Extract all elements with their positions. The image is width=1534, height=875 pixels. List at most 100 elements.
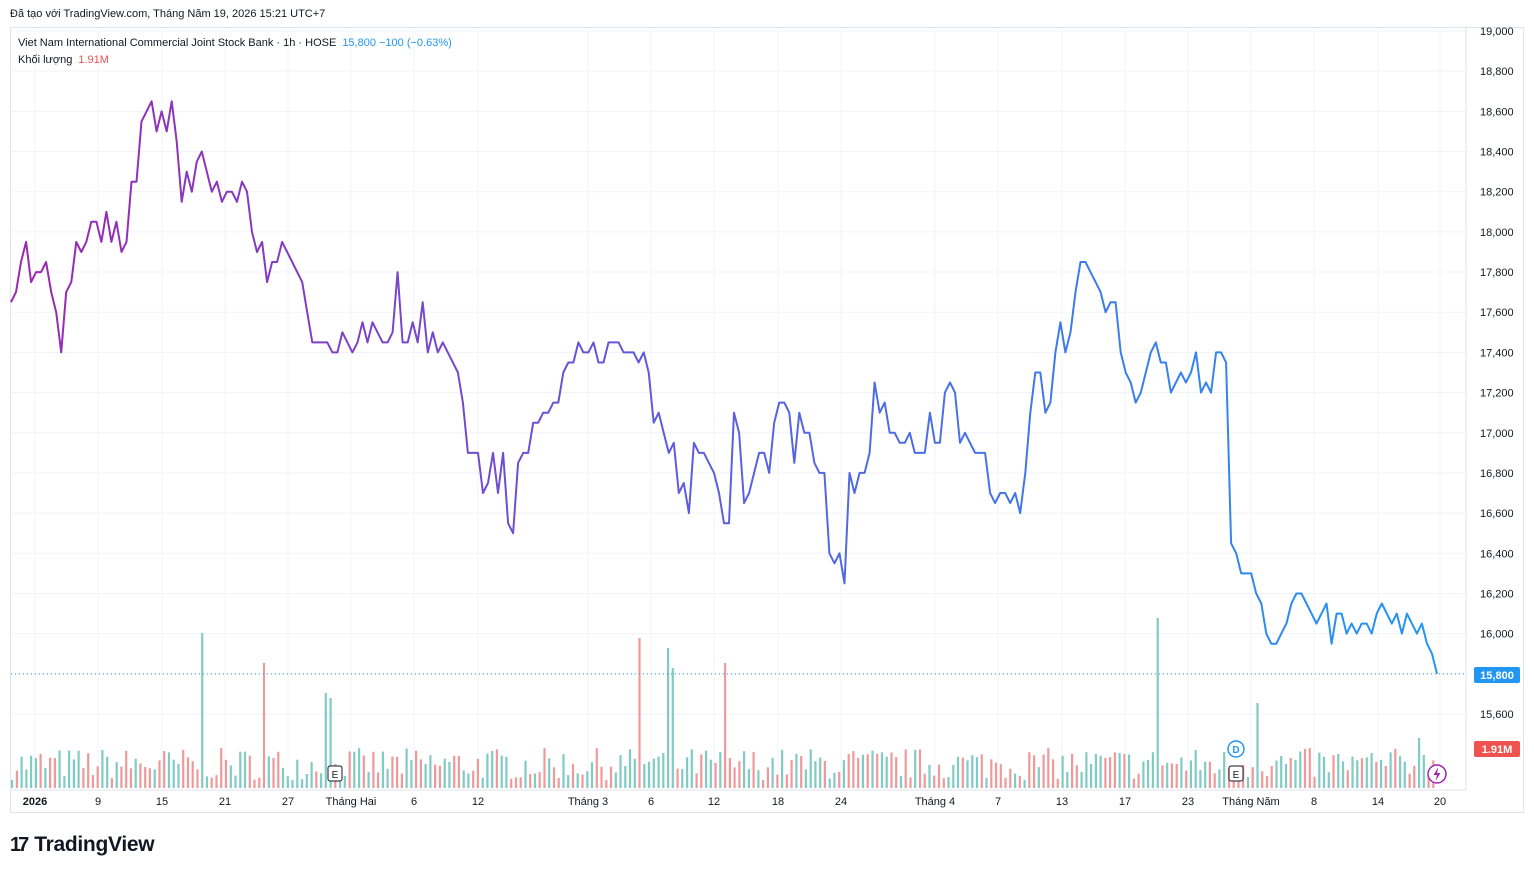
volume-bar [391,756,394,788]
volume-bar [657,756,660,788]
volume-bar [1341,761,1345,788]
volume-bar [343,775,346,788]
volume-bar [1365,757,1368,788]
lightning-icon[interactable] [1427,764,1447,784]
chart-frame[interactable] [10,27,1524,813]
volume-bar [324,693,327,788]
volume-bar [1137,773,1140,788]
volume-bar [795,754,798,788]
volume-bar [695,773,698,788]
volume-bar [1004,777,1007,788]
volume-bar [1280,755,1283,788]
volume-bar [667,648,670,788]
volume-bar [1351,756,1354,788]
volume-bar [1303,749,1307,788]
y-tick-label: 17,000 [1480,428,1514,440]
price-change: 15,800 −100 (−0.63%) [342,37,452,49]
volume-bar [272,758,275,788]
x-axis[interactable]: 2026 9 15 21 27 Tháng Hai 6 12 Tháng 3 6 12 18 24 Thá… [23,796,1446,808]
volume-bar [1161,765,1164,788]
volume-bar [728,758,731,788]
volume-bar [638,638,641,788]
volume-bar [947,777,950,788]
volume-bar [1318,752,1321,788]
volume-bar [291,779,294,788]
volume-bar [467,773,470,788]
volume-bar [224,759,228,788]
x-tick-label: 18 [772,796,784,808]
x-tick-label: 23 [1182,796,1194,808]
volume-bar [586,771,589,788]
volume-bar [139,763,142,788]
volume-bar [196,769,199,788]
volume-bar [1204,761,1207,788]
volume-bar [500,755,503,788]
volume-bar [681,769,684,788]
volume-bar [63,776,66,788]
volume-bar [937,764,941,788]
volume-bar [400,773,403,788]
volume-bar [652,758,655,788]
volume-bar [1014,773,1017,788]
volume-bar [110,778,113,788]
volume-bar [34,758,37,788]
x-tick-label: 21 [219,796,231,808]
volume-bar [562,754,565,788]
volume-bar [738,761,741,788]
volume-bar [871,750,874,788]
volume-bar [353,751,356,788]
volume-bar [961,757,964,788]
volume-bar [1284,764,1288,788]
volume-bar [1251,767,1254,788]
volume-bar [514,777,518,788]
volume-bar [647,761,651,788]
volume-bar [358,748,361,788]
volume-bar [1327,772,1330,788]
volume-bar [367,772,370,788]
symbol-title[interactable]: Viet Nam International Commercial Joint … [18,37,337,49]
volume-bar [1175,764,1178,788]
tradingview-logo[interactable]: 17 TradingView [10,833,155,857]
volume-bar [125,750,128,788]
volume-bar [101,750,104,788]
volume-bar [49,757,52,788]
volume-bar [87,753,90,788]
volume-bar [1099,755,1102,788]
volume-bar [443,758,446,788]
volume-bar [1118,752,1121,788]
volume-label[interactable]: Khối lượng [18,54,73,66]
volume-bar [301,779,304,788]
volume-bar [1156,618,1159,788]
y-tick-label: 16,800 [1480,468,1514,480]
volume-value: 1.91M [78,54,109,66]
volume-bar [866,754,869,788]
chart-caption: Đã tạo với TradingView.com, Tháng Năm 19… [10,8,326,20]
volume-bar [453,755,456,788]
volume-bar [1299,751,1302,788]
volume-bar [895,757,898,788]
volume-bar [524,760,527,788]
volume-bar [25,769,28,788]
volume-bar [339,776,342,788]
volume-bar [372,751,375,788]
volume-bar [267,756,270,788]
volume-bar [790,759,793,788]
event-markers: E E D [327,740,1245,782]
brand-name: TradingView [34,833,155,856]
volume-bar [144,767,147,788]
x-tick-label: 7 [995,796,1001,808]
d-icon: D [1232,745,1239,756]
y-tick-label: 19,000 [1480,26,1514,38]
volume-bar [315,771,318,788]
volume-bar [186,757,190,788]
volume-bar [1375,761,1378,788]
volume-bar [624,766,627,788]
volume-bar [1218,769,1221,788]
volume-bar [82,768,85,788]
volume-bar [676,768,679,788]
y-tick-label: 17,800 [1480,267,1514,279]
volume-bar [182,749,185,788]
y-axis[interactable]: 19,000 18,800 18,600 18,400 18,200 18,000 17,8… [1480,26,1514,721]
volume-bar [861,754,864,788]
